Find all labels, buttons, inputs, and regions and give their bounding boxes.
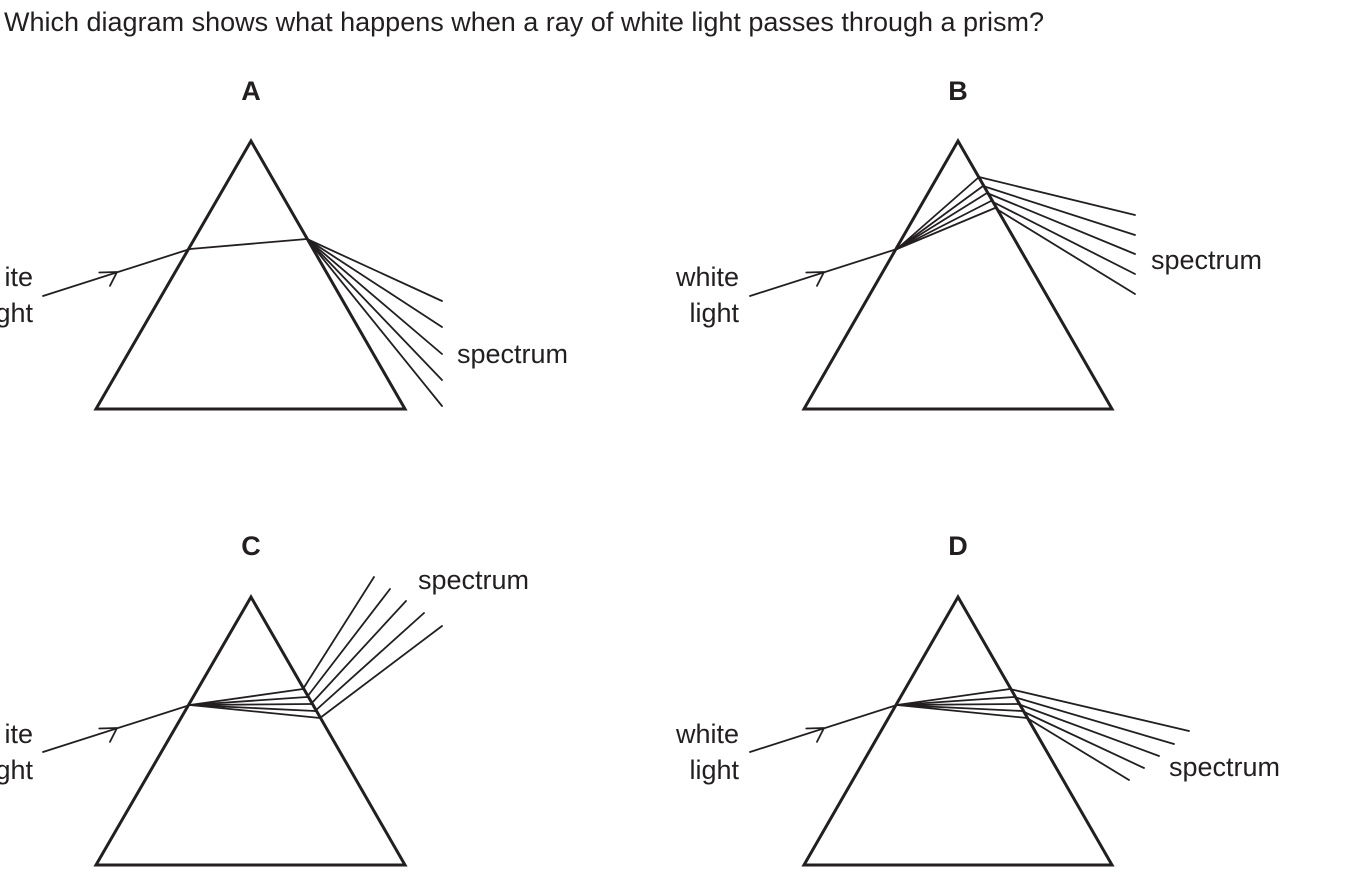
- option-b-internal-ray: [896, 192, 988, 250]
- option-d-white-label: white: [675, 719, 739, 749]
- option-a-arrow-icon: [98, 271, 118, 287]
- option-b-light-label: light: [689, 298, 739, 328]
- option-c-spectrum-ray: [306, 588, 391, 698]
- option-b-internal-ray: [896, 176, 980, 250]
- option-d-spectrum-ray: [1021, 710, 1145, 769]
- option-a-light-label: ght: [0, 298, 33, 328]
- option-c-spectrum-ray: [319, 625, 443, 719]
- option-b-internal-ray: [896, 185, 984, 250]
- question-text: Which diagram shows what happens when a …: [4, 7, 1044, 37]
- option-d-arrow-icon: [805, 727, 825, 743]
- option-d-spectrum-ray: [1009, 688, 1190, 732]
- option-c-prism: [93, 593, 408, 867]
- option-c-spectrum-label: spectrum: [418, 565, 529, 595]
- option-c-internal-ray: [189, 703, 312, 706]
- option-c-spectrum-ray: [314, 612, 425, 712]
- option-b-spectrum-fan: [978, 176, 1136, 295]
- option-d-internal-ray: [896, 696, 1015, 706]
- option-a-white-label: ite: [4, 262, 33, 292]
- option-a-internal-ray: [189, 238, 308, 250]
- option-d-light-label: light: [689, 755, 739, 785]
- option-b-internal-fan: [896, 176, 996, 250]
- option-c-spectrum-ray: [302, 576, 375, 690]
- option-b-spectrum-ray: [978, 176, 1136, 216]
- option-a-spectrum-fan: [306, 238, 443, 407]
- option-c-white-label: ite: [4, 719, 33, 749]
- option-a-spectrum-ray: [306, 238, 443, 407]
- option-b-internal-ray: [896, 207, 996, 250]
- option-c-internal-ray: [189, 696, 308, 706]
- option-b-arrow-icon: [805, 271, 825, 287]
- option-a-spectrum-ray: [306, 238, 443, 381]
- option-b-letter: B: [948, 76, 968, 106]
- option-c-spectrum-ray: [310, 600, 407, 705]
- option-d-prism: [801, 593, 1115, 867]
- option-c-diagram[interactable]: C ite ght spectrum: [0, 531, 529, 867]
- option-c-internal-ray: [189, 688, 304, 706]
- option-c-internal-fan: [189, 688, 321, 719]
- option-d-spectrum-fan: [1009, 688, 1190, 781]
- option-d-internal-ray: [896, 703, 1019, 706]
- option-d-spectrum-ray: [1026, 717, 1130, 781]
- option-d-internal-ray: [896, 704, 1028, 719]
- option-c-arrow-icon: [98, 727, 118, 743]
- option-a-prism: [93, 137, 408, 411]
- option-d-diagram[interactable]: D white light spectrum: [675, 531, 1280, 867]
- option-b-diagram[interactable]: B white light spectrum: [675, 76, 1262, 411]
- option-b-spectrum-ray: [990, 200, 1136, 275]
- option-c-internal-ray: [189, 704, 321, 719]
- option-d-internal-ray: [896, 688, 1011, 706]
- option-a-letter: A: [241, 76, 261, 106]
- option-b-spectrum-ray: [982, 185, 1136, 236]
- option-c-internal-ray: [189, 704, 316, 712]
- option-b-white-label: white: [675, 262, 739, 292]
- option-c-light-label: ght: [0, 755, 33, 785]
- option-a-diagram[interactable]: A ite ght spectrum: [0, 76, 568, 411]
- option-c-letter: C: [241, 531, 261, 561]
- option-d-internal-fan: [896, 688, 1028, 719]
- option-b-prism: [801, 137, 1115, 411]
- option-a-spectrum-ray: [306, 238, 443, 328]
- option-d-letter: D: [948, 531, 968, 561]
- option-c-spectrum-fan: [302, 576, 443, 719]
- option-d-internal-ray: [896, 704, 1023, 712]
- option-d-spectrum-ray: [1017, 703, 1160, 757]
- option-b-spectrum-label: spectrum: [1151, 245, 1262, 275]
- option-b-spectrum-ray: [994, 207, 1136, 295]
- option-a-spectrum-ray: [306, 238, 443, 302]
- option-a-spectrum-label: spectrum: [457, 339, 568, 369]
- option-a-spectrum-ray: [306, 238, 443, 355]
- option-d-spectrum-ray: [1013, 696, 1175, 745]
- option-b-spectrum-ray: [986, 192, 1136, 255]
- option-d-spectrum-label: spectrum: [1169, 752, 1280, 782]
- option-b-internal-ray: [896, 200, 992, 250]
